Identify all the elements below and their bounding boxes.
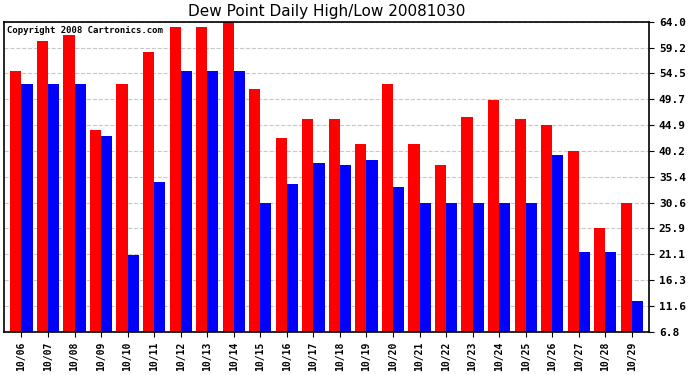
Bar	[594, 228, 605, 332]
Bar	[154, 182, 166, 332]
Bar	[287, 184, 298, 332]
Bar	[302, 119, 313, 332]
Bar	[117, 84, 128, 332]
Bar	[515, 119, 526, 332]
Bar	[249, 90, 260, 332]
Bar	[420, 203, 431, 332]
Bar	[10, 70, 21, 332]
Bar	[382, 84, 393, 332]
Bar	[526, 203, 537, 332]
Bar	[393, 187, 404, 332]
Bar	[63, 35, 75, 332]
Bar	[260, 203, 271, 332]
Bar	[541, 125, 552, 332]
Bar	[473, 203, 484, 332]
Bar	[313, 163, 324, 332]
Bar	[21, 84, 32, 332]
Bar	[128, 255, 139, 332]
Title: Dew Point Daily High/Low 20081030: Dew Point Daily High/Low 20081030	[188, 4, 465, 19]
Bar	[276, 138, 287, 332]
Bar	[234, 70, 245, 332]
Bar	[499, 203, 511, 332]
Bar	[223, 22, 234, 332]
Bar	[75, 84, 86, 332]
Bar	[605, 252, 616, 332]
Bar	[632, 301, 643, 332]
Bar	[621, 203, 632, 332]
Text: Copyright 2008 Cartronics.com: Copyright 2008 Cartronics.com	[8, 26, 164, 35]
Bar	[408, 144, 420, 332]
Bar	[143, 51, 154, 332]
Bar	[488, 100, 499, 332]
Bar	[340, 165, 351, 332]
Bar	[446, 203, 457, 332]
Bar	[37, 41, 48, 332]
Bar	[101, 135, 112, 332]
Bar	[355, 144, 366, 332]
Bar	[568, 151, 579, 332]
Bar	[366, 160, 377, 332]
Bar	[552, 154, 563, 332]
Bar	[462, 117, 473, 332]
Bar	[196, 27, 207, 332]
Bar	[90, 130, 101, 332]
Bar	[48, 84, 59, 332]
Bar	[170, 27, 181, 332]
Bar	[181, 70, 192, 332]
Bar	[328, 119, 340, 332]
Bar	[435, 165, 446, 332]
Bar	[579, 252, 590, 332]
Bar	[207, 70, 218, 332]
